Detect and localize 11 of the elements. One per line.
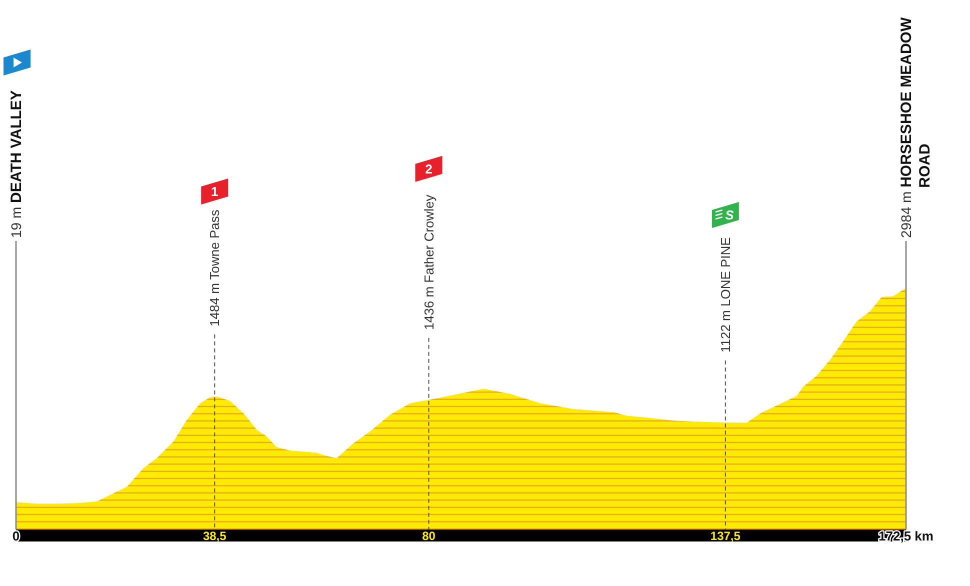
text: 2 — [425, 161, 432, 176]
ref-line-label: 1436 m Father Crowley — [421, 194, 436, 330]
ref-line-label: 19 m DEATH VALLEY — [8, 90, 24, 238]
x-tick-label: 38,5 — [202, 529, 227, 543]
ref-line-label: 2984 m HORSESHOE MEADOW ROAD — [898, 16, 934, 238]
x-tick-label: 137,5 — [710, 529, 741, 543]
ref-line-label: 1122 m LONE PINE — [718, 236, 733, 353]
ref-line-label: 1484 m Towne Pass — [207, 209, 222, 326]
text: S — [725, 207, 734, 222]
text: 1 — [211, 184, 218, 200]
x-tick-label: 80 — [422, 529, 436, 543]
